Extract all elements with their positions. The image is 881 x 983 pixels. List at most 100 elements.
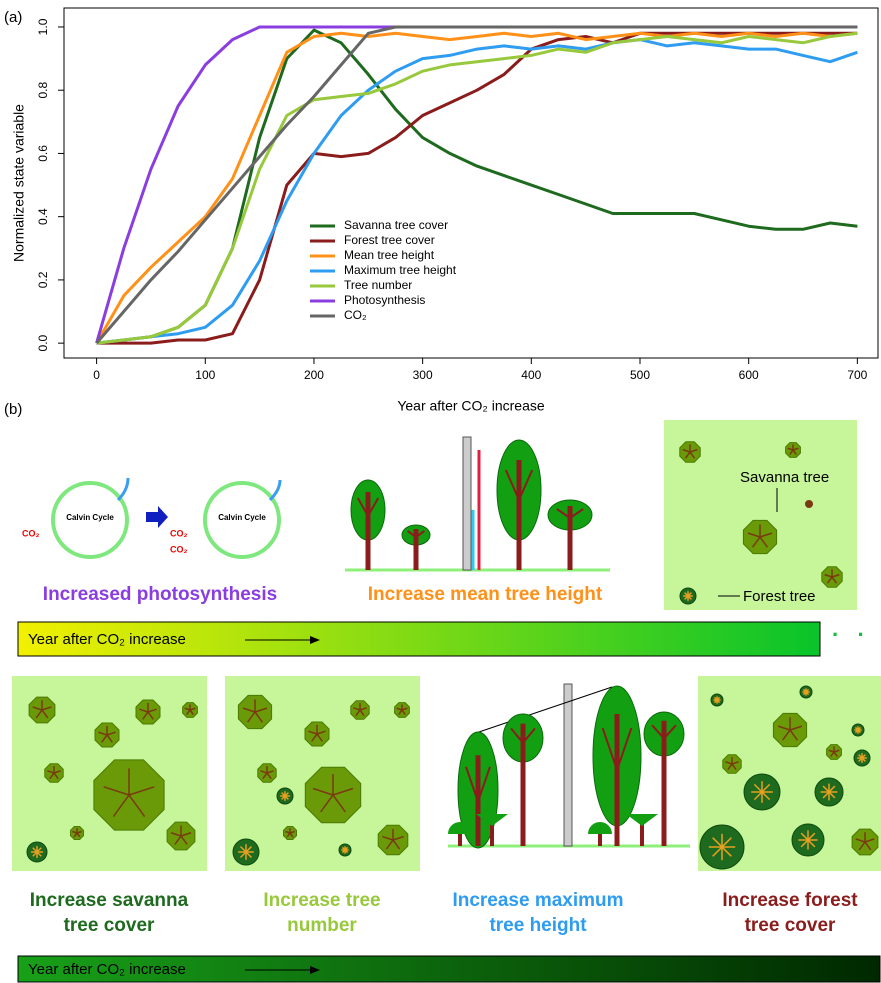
branch	[396, 707, 403, 711]
branch	[855, 838, 866, 843]
branch	[289, 830, 295, 834]
x-tick-label: 700	[847, 368, 867, 382]
branch	[518, 469, 534, 501]
y-tick-label: 0.4	[36, 208, 50, 225]
branch	[415, 530, 425, 538]
caption: Increase mean tree height	[368, 584, 603, 605]
y-axis-label: Normalized state variable	[11, 104, 27, 262]
branch	[32, 847, 42, 857]
branch	[254, 707, 268, 713]
caption: Increased photosynthesis	[43, 584, 277, 605]
branch	[616, 727, 633, 771]
branch	[833, 751, 838, 757]
branch	[41, 706, 52, 711]
legend-label: Forest tree cover	[344, 233, 435, 247]
branch	[727, 763, 733, 771]
branch	[128, 794, 146, 817]
branch	[800, 832, 816, 848]
branch	[189, 707, 196, 711]
branch	[747, 532, 761, 538]
calvin-label: Calvin Cycle	[218, 513, 266, 522]
branch	[262, 772, 268, 780]
panel-label: (a)	[4, 9, 22, 26]
caption: Increase forest	[722, 890, 858, 911]
annotation: Forest tree	[743, 588, 816, 605]
branch	[320, 794, 334, 813]
branch	[35, 709, 43, 719]
arrow	[146, 506, 168, 528]
branch	[112, 794, 130, 817]
calvin-cycle	[51, 481, 129, 559]
branch	[854, 726, 862, 734]
branch	[504, 469, 520, 501]
arrow	[268, 479, 282, 502]
branch	[477, 766, 491, 802]
branch	[682, 448, 691, 453]
branch	[147, 708, 157, 713]
branch	[246, 711, 256, 723]
branch	[101, 734, 108, 743]
branch	[789, 725, 803, 731]
branch	[858, 841, 866, 851]
arrow	[310, 636, 320, 644]
co2-label: CO₂	[170, 528, 188, 538]
crown	[588, 822, 612, 834]
branch	[828, 749, 835, 753]
caption: number	[287, 915, 357, 936]
branch	[311, 733, 318, 742]
y-tick-label: 0.8	[36, 82, 50, 99]
branch	[139, 708, 149, 713]
timeline-label: Year after CO₂ increase	[28, 631, 186, 648]
series-line	[96, 31, 858, 345]
branch	[385, 839, 394, 850]
branch	[49, 772, 55, 780]
branch	[781, 729, 791, 741]
branch	[465, 766, 479, 802]
panel-label: (b)	[4, 401, 22, 418]
timeline-bar	[17, 955, 881, 983]
branch	[382, 835, 394, 841]
plot-frame	[63, 7, 879, 359]
branch	[864, 841, 872, 851]
branch	[401, 707, 408, 711]
legend-label: Maximum tree height	[344, 263, 457, 277]
caption: Increase tree	[263, 890, 380, 911]
branch	[569, 508, 584, 519]
branch	[242, 707, 256, 713]
branch	[289, 832, 294, 838]
branch	[128, 786, 155, 796]
caption: tree height	[489, 915, 587, 936]
branch	[73, 832, 78, 838]
branch	[858, 754, 866, 762]
branch	[802, 688, 810, 696]
branch	[689, 451, 696, 459]
caption: Increase savanna	[30, 890, 189, 911]
branch	[254, 711, 264, 723]
branch	[826, 576, 833, 584]
branch	[142, 711, 149, 720]
series-line	[95, 31, 858, 344]
branch	[316, 730, 326, 735]
branch	[824, 573, 833, 578]
branch	[792, 447, 799, 451]
branch	[725, 761, 733, 765]
branch	[830, 751, 835, 757]
branch	[356, 497, 369, 517]
y-tick-label: 0.2	[36, 271, 50, 288]
branch	[689, 448, 698, 453]
branch	[353, 707, 361, 711]
y-tick-label: 0.0	[36, 334, 50, 351]
branch	[355, 709, 361, 717]
branch	[266, 772, 272, 780]
calvin-cycle	[203, 481, 281, 559]
branch	[684, 592, 692, 600]
branch	[76, 832, 81, 838]
branch	[286, 832, 291, 838]
branch	[787, 447, 794, 451]
branch	[713, 696, 721, 704]
branch	[103, 786, 130, 796]
branch	[106, 734, 113, 743]
branch	[831, 573, 840, 578]
branch	[367, 497, 380, 517]
branch	[651, 724, 665, 740]
